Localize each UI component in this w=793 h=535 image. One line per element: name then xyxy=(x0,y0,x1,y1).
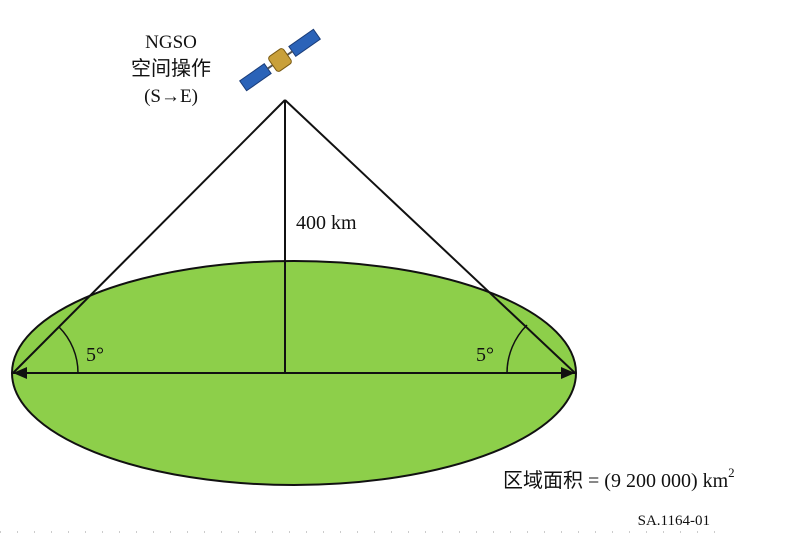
right-edge xyxy=(284,99,576,374)
satellite-name: NGSO xyxy=(145,32,197,53)
satellite-icon xyxy=(239,28,321,92)
height-label: 400 km xyxy=(296,212,357,234)
satellite-direction: (S→E) xyxy=(144,86,198,107)
figure-id: SA.1164-01 xyxy=(638,513,710,529)
angle-label: 5° xyxy=(476,344,494,366)
area-label: 区域面积 = (9 200 000) km2 xyxy=(503,465,735,492)
angle-label: 5° xyxy=(86,344,104,366)
area-text: 区域面积 = (9 200 000) km xyxy=(503,469,729,492)
angle-arc-right xyxy=(506,324,528,374)
satellite-label: 空间操作 xyxy=(131,57,211,80)
area-exponent: 2 xyxy=(728,465,735,480)
angle-arc-left xyxy=(58,326,79,374)
left-edge xyxy=(12,99,286,374)
